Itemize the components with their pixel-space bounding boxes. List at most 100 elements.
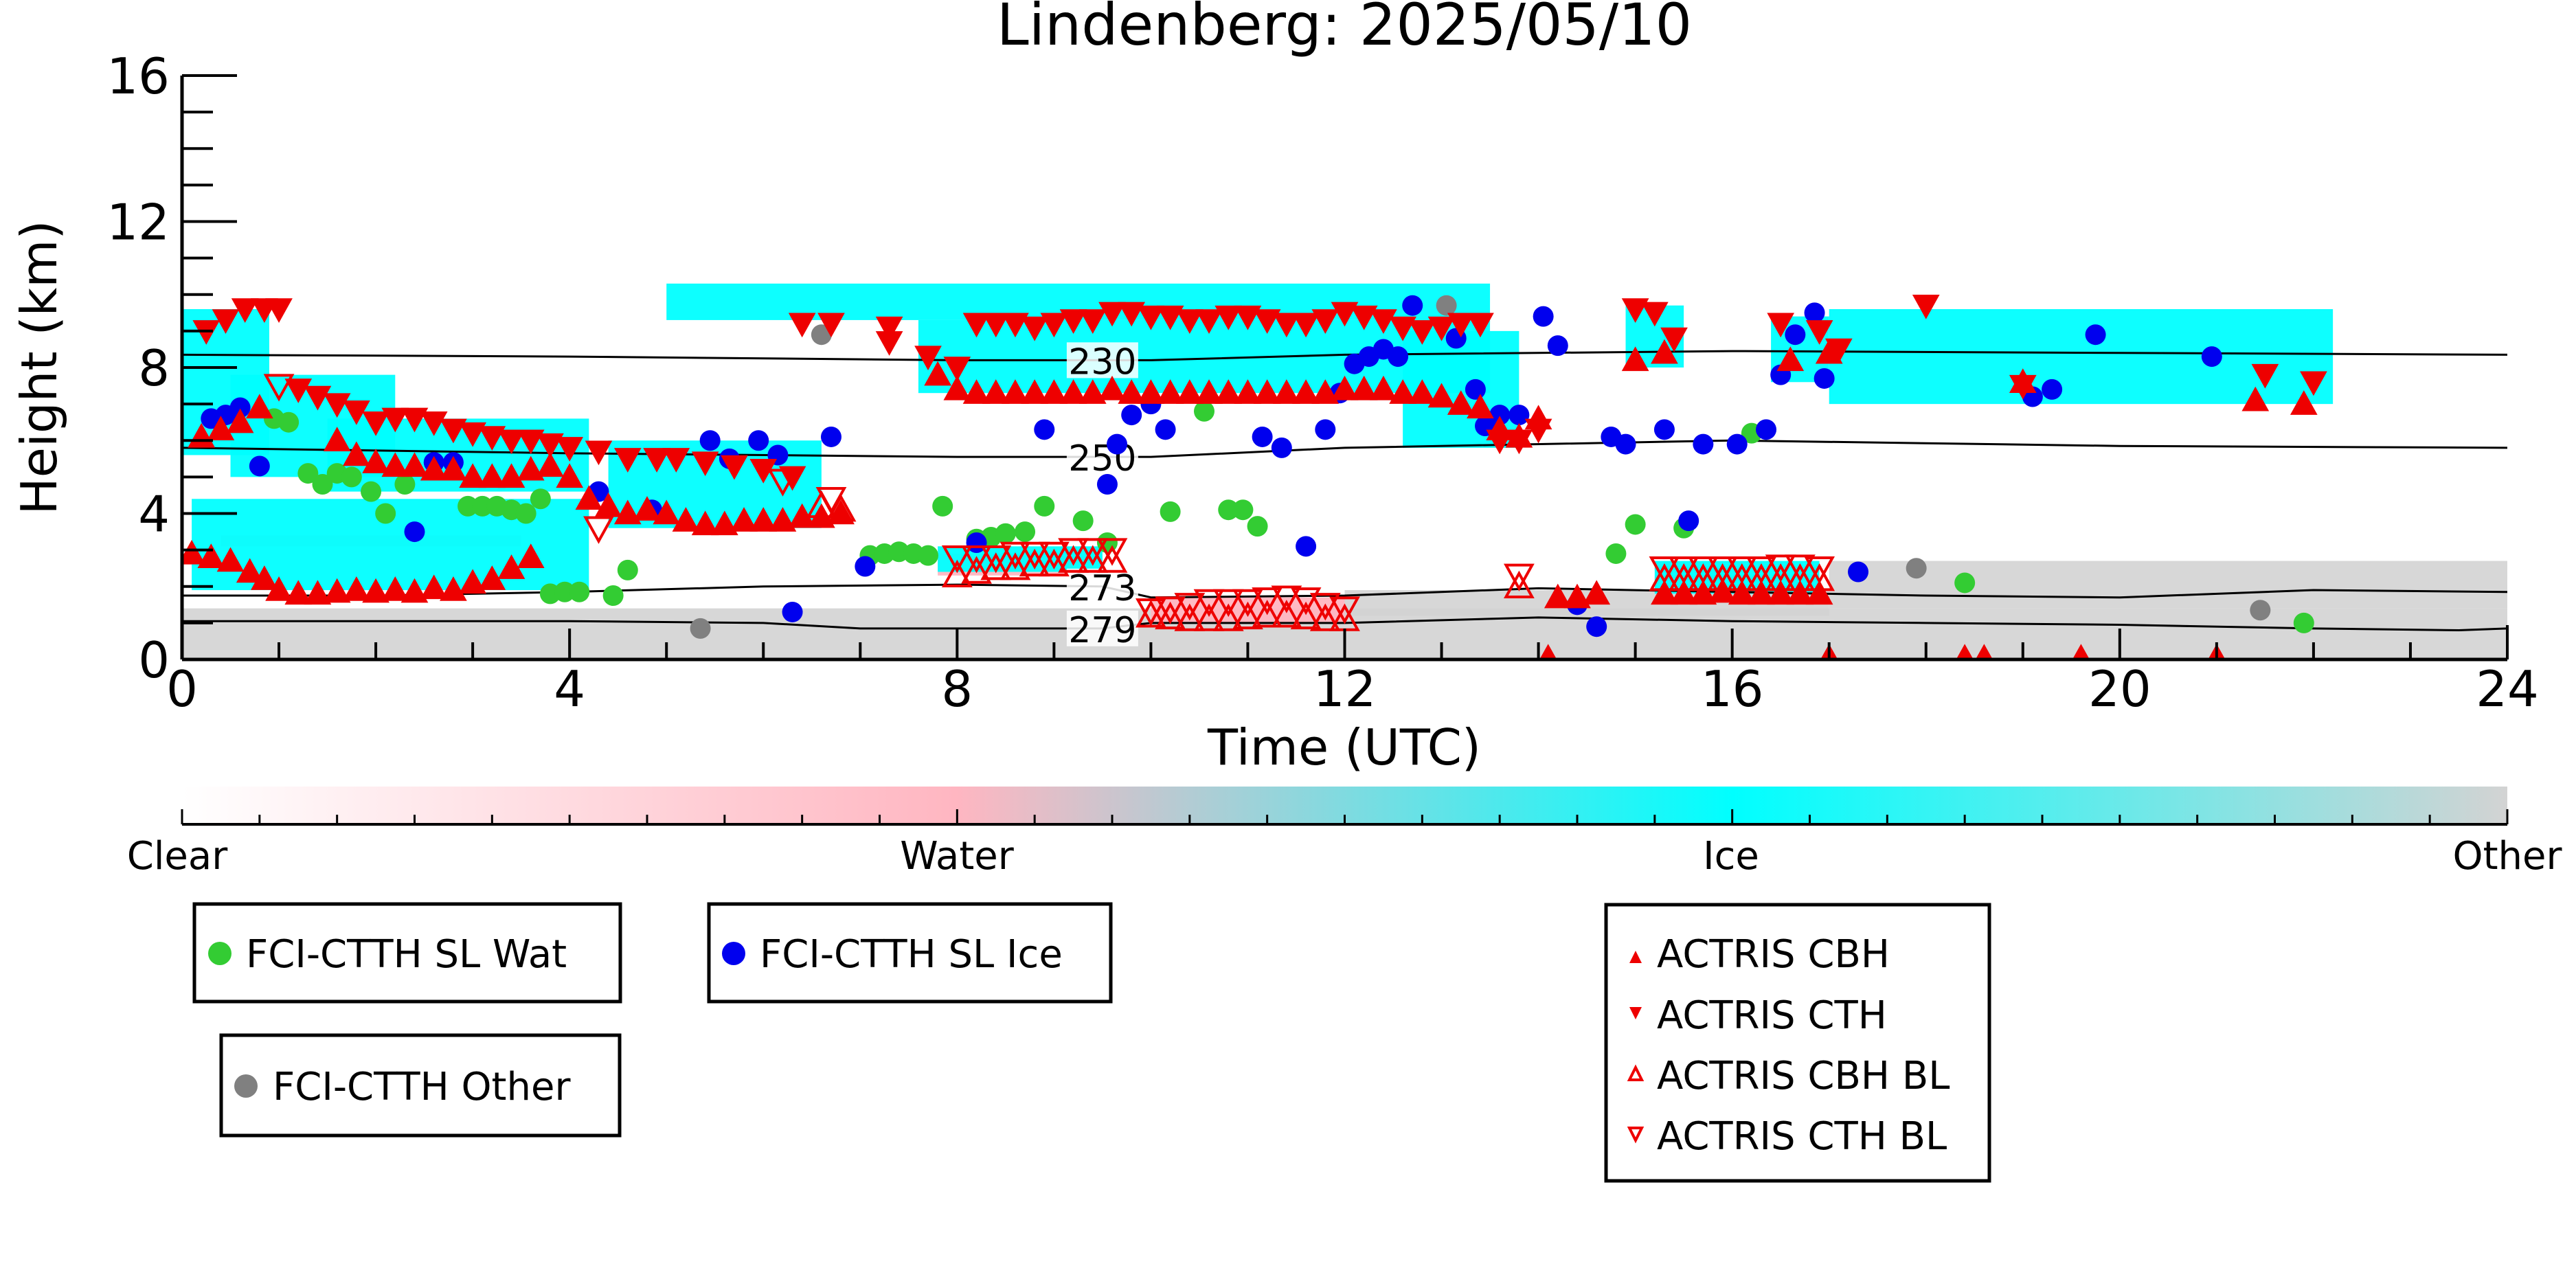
point-fci-ctth-other xyxy=(2250,600,2271,621)
point-actris-cbh xyxy=(265,576,293,601)
point-actris-cbh xyxy=(400,578,429,603)
point-actris-cth xyxy=(304,385,332,411)
point-actris-cth-bl xyxy=(1058,538,1089,566)
point-actris-cth xyxy=(536,433,564,458)
point-fci-ctth-sl-wat xyxy=(918,545,939,566)
point-actris-cth xyxy=(497,429,526,455)
point-actris-cth xyxy=(875,331,903,356)
point-fci-ctth-sl-ice xyxy=(2201,346,2222,368)
point-actris-cbh xyxy=(1583,580,1611,605)
point-actris-cth-bl xyxy=(1765,554,1796,583)
point-fci-ctth-sl-wat xyxy=(394,474,416,495)
point-actris-cth xyxy=(478,426,506,451)
point-actris-cbh-bl xyxy=(1784,563,1816,591)
point-actris-cth-bl xyxy=(1174,593,1206,621)
legend-actris: ACTRIS CBH ACTRIS CTH ACTRIS CBH BL ACTR… xyxy=(1604,903,1991,1183)
point-fci-ctth-sl-ice xyxy=(1121,405,1142,426)
point-actris-cbh xyxy=(440,455,467,481)
legend-marker-ice xyxy=(722,942,745,965)
point-fci-ctth-sl-wat xyxy=(1954,572,1976,594)
point-fci-ctth-sl-wat xyxy=(341,466,362,488)
point-actris-cth xyxy=(1137,305,1165,330)
point-fci-ctth-sl-ice xyxy=(699,430,721,451)
point-actris-cth xyxy=(1427,316,1456,341)
point-actris-cth xyxy=(1253,309,1281,334)
cloudnet-region-ice xyxy=(1829,309,2334,405)
point-actris-cbh xyxy=(1002,379,1029,404)
point-actris-cth-bl xyxy=(1155,596,1186,624)
point-actris-cth xyxy=(556,437,584,462)
point-fci-ctth-sl-wat xyxy=(1160,501,1181,522)
point-fci-ctth-sl-ice xyxy=(1271,437,1292,458)
point-fci-ctth-sl-ice xyxy=(1315,419,1336,440)
point-fci-ctth-sl-ice xyxy=(1252,426,1273,447)
point-actris-cth xyxy=(420,411,448,436)
point-actris-cth xyxy=(1389,316,1416,341)
point-actris-cth xyxy=(875,316,903,341)
point-actris-cbh-bl xyxy=(1193,603,1225,631)
isotherm-label-230: 230 xyxy=(1068,341,1136,383)
point-actris-cth-bl xyxy=(1707,556,1738,585)
point-actris-cbh xyxy=(1539,644,1557,659)
point-actris-cth xyxy=(914,346,942,371)
legend-fci-wat: FCI-CTTH SL Wat xyxy=(192,902,622,1004)
point-actris-cbh xyxy=(1059,379,1087,404)
point-actris-cth xyxy=(788,313,816,338)
point-actris-cbh xyxy=(381,576,409,601)
point-actris-cbh-bl xyxy=(1232,601,1263,630)
point-fci-ctth-sl-wat xyxy=(1625,514,1646,535)
point-actris-cbh xyxy=(381,452,409,477)
point-actris-cbh xyxy=(343,441,370,466)
point-actris-cbh-bl xyxy=(1155,601,1186,630)
point-actris-cth xyxy=(323,393,351,418)
point-fci-ctth-sl-wat xyxy=(617,559,638,580)
point-actris-cth-bl xyxy=(1077,538,1109,566)
point-actris-cbh xyxy=(1195,379,1223,404)
point-actris-cbh xyxy=(2072,644,2090,659)
point-actris-cbh xyxy=(1078,379,1107,404)
point-actris-cbh-bl xyxy=(1745,563,1777,591)
point-actris-cbh xyxy=(1689,580,1717,605)
point-actris-cbh-bl xyxy=(1174,603,1206,631)
point-fci-ctth-sl-ice xyxy=(1586,616,1607,637)
legend-fci-other: FCI-CTTH Other xyxy=(219,1033,622,1138)
point-actris-cth xyxy=(721,455,748,480)
point-actris-cbh xyxy=(1098,375,1126,400)
point-fci-ctth-sl-ice xyxy=(2085,324,2106,346)
isotherm-label-273: 273 xyxy=(1068,568,1136,609)
point-actris-cbh xyxy=(1350,375,1378,400)
point-actris-cth xyxy=(1621,298,1649,324)
legend-label-cbh-bl: ACTRIS CBH BL xyxy=(1657,1054,1950,1098)
point-actris-cth-bl xyxy=(1784,554,1816,583)
point-actris-cbh xyxy=(1563,583,1591,609)
point-actris-cbh xyxy=(1021,379,1049,404)
point-fci-ctth-sl-ice xyxy=(1785,324,1806,346)
point-actris-cbh xyxy=(440,576,467,601)
y-tick-label: 4 xyxy=(138,486,170,543)
point-actris-cbh xyxy=(633,496,661,521)
legend-label-wat: FCI-CTTH SL Wat xyxy=(246,932,567,977)
point-actris-cbh-bl xyxy=(1077,545,1109,573)
point-actris-cth-bl xyxy=(1329,596,1360,624)
point-fci-ctth-sl-wat xyxy=(1072,510,1094,532)
point-actris-cth xyxy=(1156,305,1184,330)
point-fci-ctth-sl-ice xyxy=(748,430,769,451)
point-fci-ctth-sl-ice xyxy=(1726,433,1748,455)
point-actris-cth xyxy=(1505,429,1533,455)
point-fci-ctth-sl-ice xyxy=(855,556,876,577)
point-actris-cth xyxy=(1098,302,1126,327)
point-fci-ctth-sl-wat xyxy=(1015,521,1036,543)
y-tick-label: 16 xyxy=(106,47,170,105)
point-actris-cbh xyxy=(323,427,351,451)
point-fci-ctth-sl-ice xyxy=(1465,379,1486,400)
point-actris-cbh xyxy=(1137,379,1165,404)
point-actris-cth xyxy=(1273,313,1300,338)
point-actris-cth xyxy=(1467,313,1494,338)
point-actris-cth xyxy=(2009,374,2037,400)
point-fci-ctth-sl-ice xyxy=(249,455,270,477)
point-actris-cbh-bl xyxy=(1038,548,1070,577)
point-actris-cth xyxy=(212,309,240,334)
point-actris-cth xyxy=(962,313,991,338)
point-actris-cth xyxy=(1486,429,1514,455)
x-tick-label: 12 xyxy=(1313,660,1377,718)
